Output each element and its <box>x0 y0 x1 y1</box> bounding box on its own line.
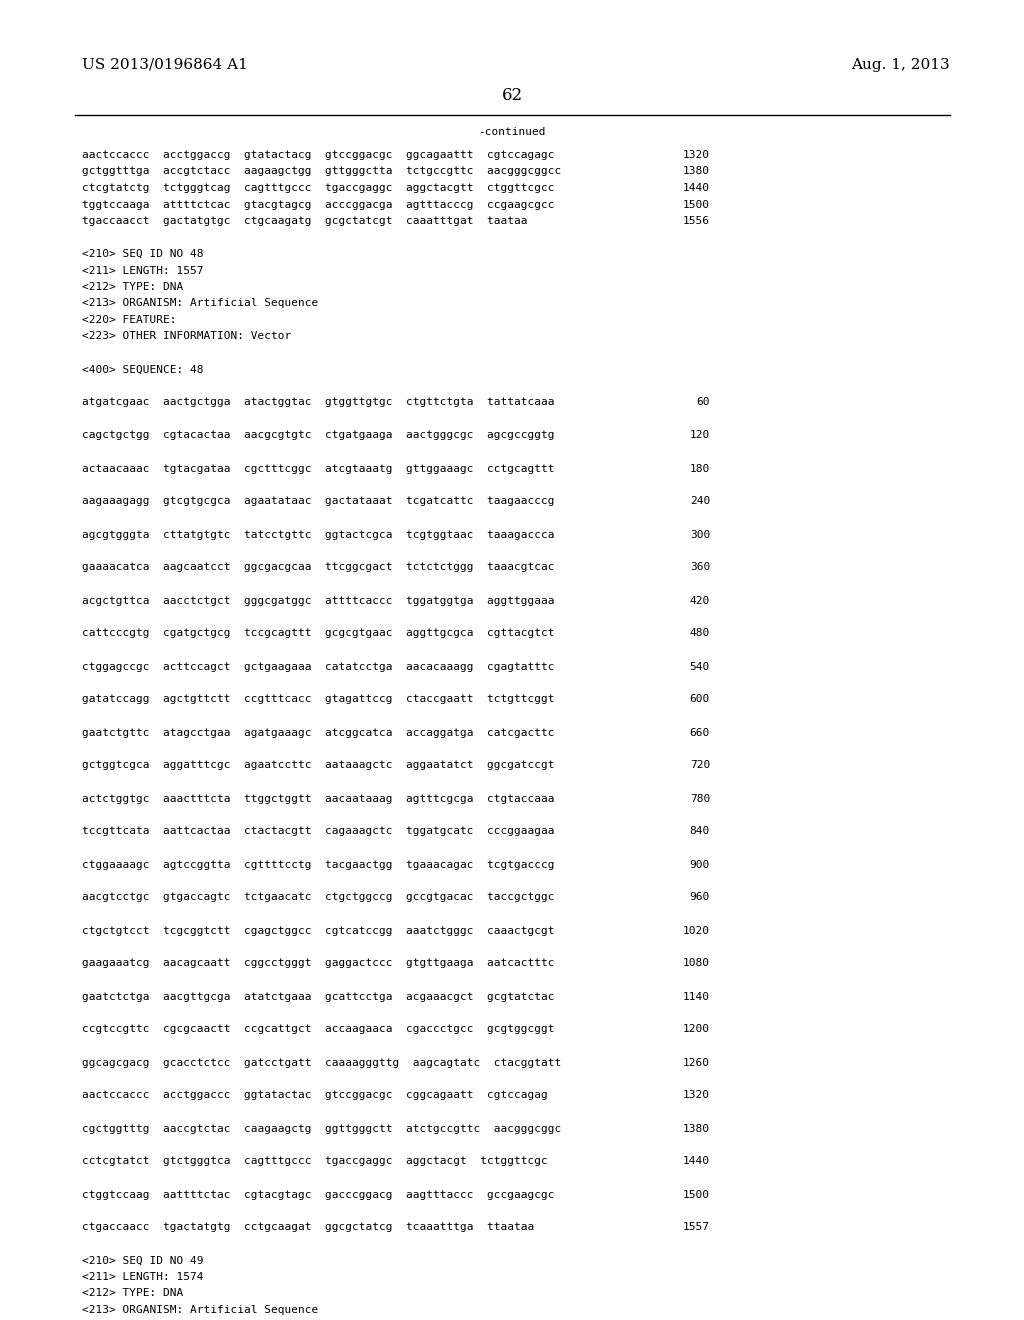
Text: 720: 720 <box>690 760 710 771</box>
Text: 1500: 1500 <box>683 1189 710 1200</box>
Text: 900: 900 <box>690 859 710 870</box>
Text: aactccaccc  acctggaccc  ggtatactac  gtccggacgc  cggcagaatt  cgtccagag: aactccaccc acctggaccc ggtatactac gtccgga… <box>82 1090 548 1101</box>
Text: aagaaagagg  gtcgtgcgca  agaatataac  gactataaat  tcgatcattc  taagaacccg: aagaaagagg gtcgtgcgca agaatataac gactata… <box>82 496 555 507</box>
Text: 1380: 1380 <box>683 166 710 177</box>
Text: cgctggtttg  aaccgtctac  caagaagctg  ggttgggctt  atctgccgttc  aacgggcggc: cgctggtttg aaccgtctac caagaagctg ggttggg… <box>82 1123 561 1134</box>
Text: aacgtcctgc  gtgaccagtc  tctgaacatc  ctgctggccg  gccgtgacac  taccgctggc: aacgtcctgc gtgaccagtc tctgaacatc ctgctgg… <box>82 892 555 903</box>
Text: ggcagcgacg  gcacctctcc  gatcctgatt  caaaagggttg  aagcagtatc  ctacggtatt: ggcagcgacg gcacctctcc gatcctgatt caaaagg… <box>82 1057 561 1068</box>
Text: cctcgtatct  gtctgggtca  cagtttgccc  tgaccgaggc  aggctacgt  tctggttcgc: cctcgtatct gtctgggtca cagtttgccc tgaccga… <box>82 1156 548 1167</box>
Text: actctggtgc  aaactttcta  ttggctggtt  aacaataaag  agtttcgcga  ctgtaccaaa: actctggtgc aaactttcta ttggctggtt aacaata… <box>82 793 555 804</box>
Text: gaaaacatca  aagcaatcct  ggcgacgcaa  ttcggcgact  tctctctggg  taaacgtcac: gaaaacatca aagcaatcct ggcgacgcaa ttcggcg… <box>82 562 555 573</box>
Text: 240: 240 <box>690 496 710 507</box>
Text: 1140: 1140 <box>683 991 710 1002</box>
Text: Aug. 1, 2013: Aug. 1, 2013 <box>851 58 950 73</box>
Text: 1380: 1380 <box>683 1123 710 1134</box>
Text: 420: 420 <box>690 595 710 606</box>
Text: 1080: 1080 <box>683 958 710 969</box>
Text: 480: 480 <box>690 628 710 639</box>
Text: tccgttcata  aattcactaa  ctactacgtt  cagaaagctc  tggatgcatc  cccggaagaa: tccgttcata aattcactaa ctactacgtt cagaaag… <box>82 826 555 837</box>
Text: <213> ORGANISM: Artificial Sequence: <213> ORGANISM: Artificial Sequence <box>82 298 318 309</box>
Text: 60: 60 <box>696 397 710 408</box>
Text: 1500: 1500 <box>683 199 710 210</box>
Text: <223> OTHER INFORMATION: Vector: <223> OTHER INFORMATION: Vector <box>82 331 291 342</box>
Text: tggtccaaga  attttctcac  gtacgtagcg  acccggacga  agtttacccg  ccgaagcgcc: tggtccaaga attttctcac gtacgtagcg acccgga… <box>82 199 555 210</box>
Text: actaacaaac  tgtacgataa  cgctttcggc  atcgtaaatg  gttggaaagc  cctgcagttt: actaacaaac tgtacgataa cgctttcggc atcgtaa… <box>82 463 555 474</box>
Text: -continued: -continued <box>478 127 546 137</box>
Text: 600: 600 <box>690 694 710 705</box>
Text: 1020: 1020 <box>683 925 710 936</box>
Text: ctgaccaacc  tgactatgtg  cctgcaagat  ggcgctatcg  tcaaatttga  ttaataa: ctgaccaacc tgactatgtg cctgcaagat ggcgcta… <box>82 1222 535 1233</box>
Text: <210> SEQ ID NO 48: <210> SEQ ID NO 48 <box>82 249 204 259</box>
Text: agcgtgggta  cttatgtgtc  tatcctgttc  ggtactcgca  tcgtggtaac  taaagaccca: agcgtgggta cttatgtgtc tatcctgttc ggtactc… <box>82 529 555 540</box>
Text: <211> LENGTH: 1574: <211> LENGTH: 1574 <box>82 1272 204 1282</box>
Text: 660: 660 <box>690 727 710 738</box>
Text: 1440: 1440 <box>683 1156 710 1167</box>
Text: 1200: 1200 <box>683 1024 710 1035</box>
Text: acgctgttca  aacctctgct  gggcgatggc  attttcaccc  tggatggtga  aggttggaaa: acgctgttca aacctctgct gggcgatggc attttca… <box>82 595 555 606</box>
Text: ccgtccgttc  cgcgcaactt  ccgcattgct  accaagaaca  cgaccctgcc  gcgtggcggt: ccgtccgttc cgcgcaactt ccgcattgct accaaga… <box>82 1024 555 1035</box>
Text: ctgctgtcct  tcgcggtctt  cgagctggcc  cgtcatccgg  aaatctgggc  caaactgcgt: ctgctgtcct tcgcggtctt cgagctggcc cgtcatc… <box>82 925 555 936</box>
Text: atgatcgaac  aactgctgga  atactggtac  gtggttgtgc  ctgttctgta  tattatcaaa: atgatcgaac aactgctgga atactggtac gtggttg… <box>82 397 555 408</box>
Text: <212> TYPE: DNA: <212> TYPE: DNA <box>82 1288 183 1299</box>
Text: <213> ORGANISM: Artificial Sequence: <213> ORGANISM: Artificial Sequence <box>82 1305 318 1315</box>
Text: US 2013/0196864 A1: US 2013/0196864 A1 <box>82 58 248 73</box>
Text: 62: 62 <box>502 87 522 103</box>
Text: 960: 960 <box>690 892 710 903</box>
Text: 1557: 1557 <box>683 1222 710 1233</box>
Text: 300: 300 <box>690 529 710 540</box>
Text: 1320: 1320 <box>683 1090 710 1101</box>
Text: 1440: 1440 <box>683 183 710 193</box>
Text: aactccaccc  acctggaccg  gtatactacg  gtccggacgc  ggcagaattt  cgtccagagc: aactccaccc acctggaccg gtatactacg gtccgga… <box>82 150 555 160</box>
Text: 180: 180 <box>690 463 710 474</box>
Text: 120: 120 <box>690 430 710 441</box>
Text: tgaccaacct  gactatgtgc  ctgcaagatg  gcgctatcgt  caaatttgat  taataa: tgaccaacct gactatgtgc ctgcaagatg gcgctat… <box>82 216 527 226</box>
Text: 780: 780 <box>690 793 710 804</box>
Text: gaatctctga  aacgttgcga  atatctgaaa  gcattcctga  acgaaacgct  gcgtatctac: gaatctctga aacgttgcga atatctgaaa gcattcc… <box>82 991 555 1002</box>
Text: gatatccagg  agctgttctt  ccgtttcacc  gtagattccg  ctaccgaatt  tctgttcggt: gatatccagg agctgttctt ccgtttcacc gtagatt… <box>82 694 555 705</box>
Text: cattcccgtg  cgatgctgcg  tccgcagttt  gcgcgtgaac  aggttgcgca  cgttacgtct: cattcccgtg cgatgctgcg tccgcagttt gcgcgtg… <box>82 628 555 639</box>
Text: <211> LENGTH: 1557: <211> LENGTH: 1557 <box>82 265 204 276</box>
Text: ctggagccgc  acttccagct  gctgaagaaa  catatcctga  aacacaaagg  cgagtatttc: ctggagccgc acttccagct gctgaagaaa catatcc… <box>82 661 555 672</box>
Text: ctcgtatctg  tctgggtcag  cagtttgccc  tgaccgaggc  aggctacgtt  ctggttcgcc: ctcgtatctg tctgggtcag cagtttgccc tgaccga… <box>82 183 555 193</box>
Text: 840: 840 <box>690 826 710 837</box>
Text: 1320: 1320 <box>683 150 710 160</box>
Text: <220> FEATURE:: <220> FEATURE: <box>82 315 176 325</box>
Text: 1260: 1260 <box>683 1057 710 1068</box>
Text: ctggaaaagc  agtccggtta  cgttttcctg  tacgaactgg  tgaaacagac  tcgtgacccg: ctggaaaagc agtccggtta cgttttcctg tacgaac… <box>82 859 555 870</box>
Text: 1556: 1556 <box>683 216 710 226</box>
Text: <210> SEQ ID NO 49: <210> SEQ ID NO 49 <box>82 1255 204 1266</box>
Text: ctggtccaag  aattttctac  cgtacgtagc  gacccggacg  aagtttaccc  gccgaagcgc: ctggtccaag aattttctac cgtacgtagc gacccgg… <box>82 1189 555 1200</box>
Text: 360: 360 <box>690 562 710 573</box>
Text: gctggtcgca  aggatttcgc  agaatccttc  aataaagctc  aggaatatct  ggcgatccgt: gctggtcgca aggatttcgc agaatccttc aataaag… <box>82 760 555 771</box>
Text: gctggtttga  accgtctacc  aagaagctgg  gttgggctta  tctgccgttc  aacgggcggcc: gctggtttga accgtctacc aagaagctgg gttgggc… <box>82 166 561 177</box>
Text: <400> SEQUENCE: 48: <400> SEQUENCE: 48 <box>82 364 204 375</box>
Text: 540: 540 <box>690 661 710 672</box>
Text: <212> TYPE: DNA: <212> TYPE: DNA <box>82 282 183 292</box>
Text: gaatctgttc  atagcctgaa  agatgaaagc  atcggcatca  accaggatga  catcgacttc: gaatctgttc atagcctgaa agatgaaagc atcggca… <box>82 727 555 738</box>
Text: cagctgctgg  cgtacactaa  aacgcgtgtc  ctgatgaaga  aactgggcgc  agcgccggtg: cagctgctgg cgtacactaa aacgcgtgtc ctgatga… <box>82 430 555 441</box>
Text: gaagaaatcg  aacagcaatt  cggcctgggt  gaggactccc  gtgttgaaga  aatcactttc: gaagaaatcg aacagcaatt cggcctgggt gaggact… <box>82 958 555 969</box>
